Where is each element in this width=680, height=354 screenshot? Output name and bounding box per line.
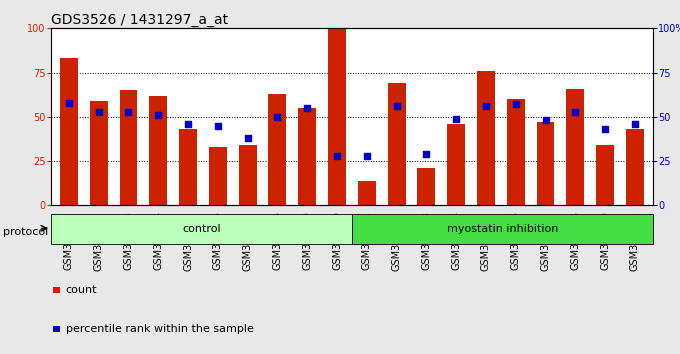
Bar: [388, 83, 405, 205]
Point: [123, 109, 134, 114]
Bar: [179, 129, 197, 205]
Point: [391, 103, 402, 109]
Point: [212, 123, 223, 129]
Text: control: control: [182, 224, 221, 234]
Bar: [328, 28, 346, 205]
Point: [600, 126, 611, 132]
Text: protocol: protocol: [3, 227, 49, 237]
Bar: [418, 168, 435, 205]
Bar: [299, 108, 316, 205]
Bar: [358, 181, 376, 205]
Point: [183, 121, 194, 127]
Text: GDS3526 / 1431297_a_at: GDS3526 / 1431297_a_at: [51, 13, 228, 27]
Bar: [53, 326, 61, 332]
Point: [63, 100, 74, 105]
Point: [153, 112, 164, 118]
Bar: [209, 147, 226, 205]
Point: [570, 109, 581, 114]
Point: [93, 109, 104, 114]
Bar: [447, 124, 465, 205]
Point: [332, 153, 343, 159]
Point: [421, 151, 432, 157]
Bar: [60, 58, 78, 205]
Bar: [53, 287, 61, 293]
Point: [510, 102, 521, 107]
Bar: [239, 145, 256, 205]
Bar: [150, 96, 167, 205]
Bar: [596, 145, 614, 205]
Bar: [269, 94, 286, 205]
Point: [481, 103, 492, 109]
Bar: [120, 90, 137, 205]
Point: [302, 105, 313, 111]
Point: [451, 116, 462, 121]
Bar: [566, 88, 584, 205]
Bar: [537, 122, 554, 205]
Bar: [51, 214, 352, 244]
Bar: [90, 101, 107, 205]
Text: count: count: [66, 285, 97, 295]
Point: [272, 114, 283, 120]
Text: myostatin inhibition: myostatin inhibition: [447, 224, 558, 234]
Point: [361, 153, 372, 159]
Text: percentile rank within the sample: percentile rank within the sample: [66, 324, 254, 334]
Bar: [507, 99, 525, 205]
Bar: [626, 129, 644, 205]
Point: [630, 121, 641, 127]
Point: [242, 135, 253, 141]
Bar: [477, 71, 495, 205]
Bar: [352, 214, 653, 244]
Point: [540, 118, 551, 123]
